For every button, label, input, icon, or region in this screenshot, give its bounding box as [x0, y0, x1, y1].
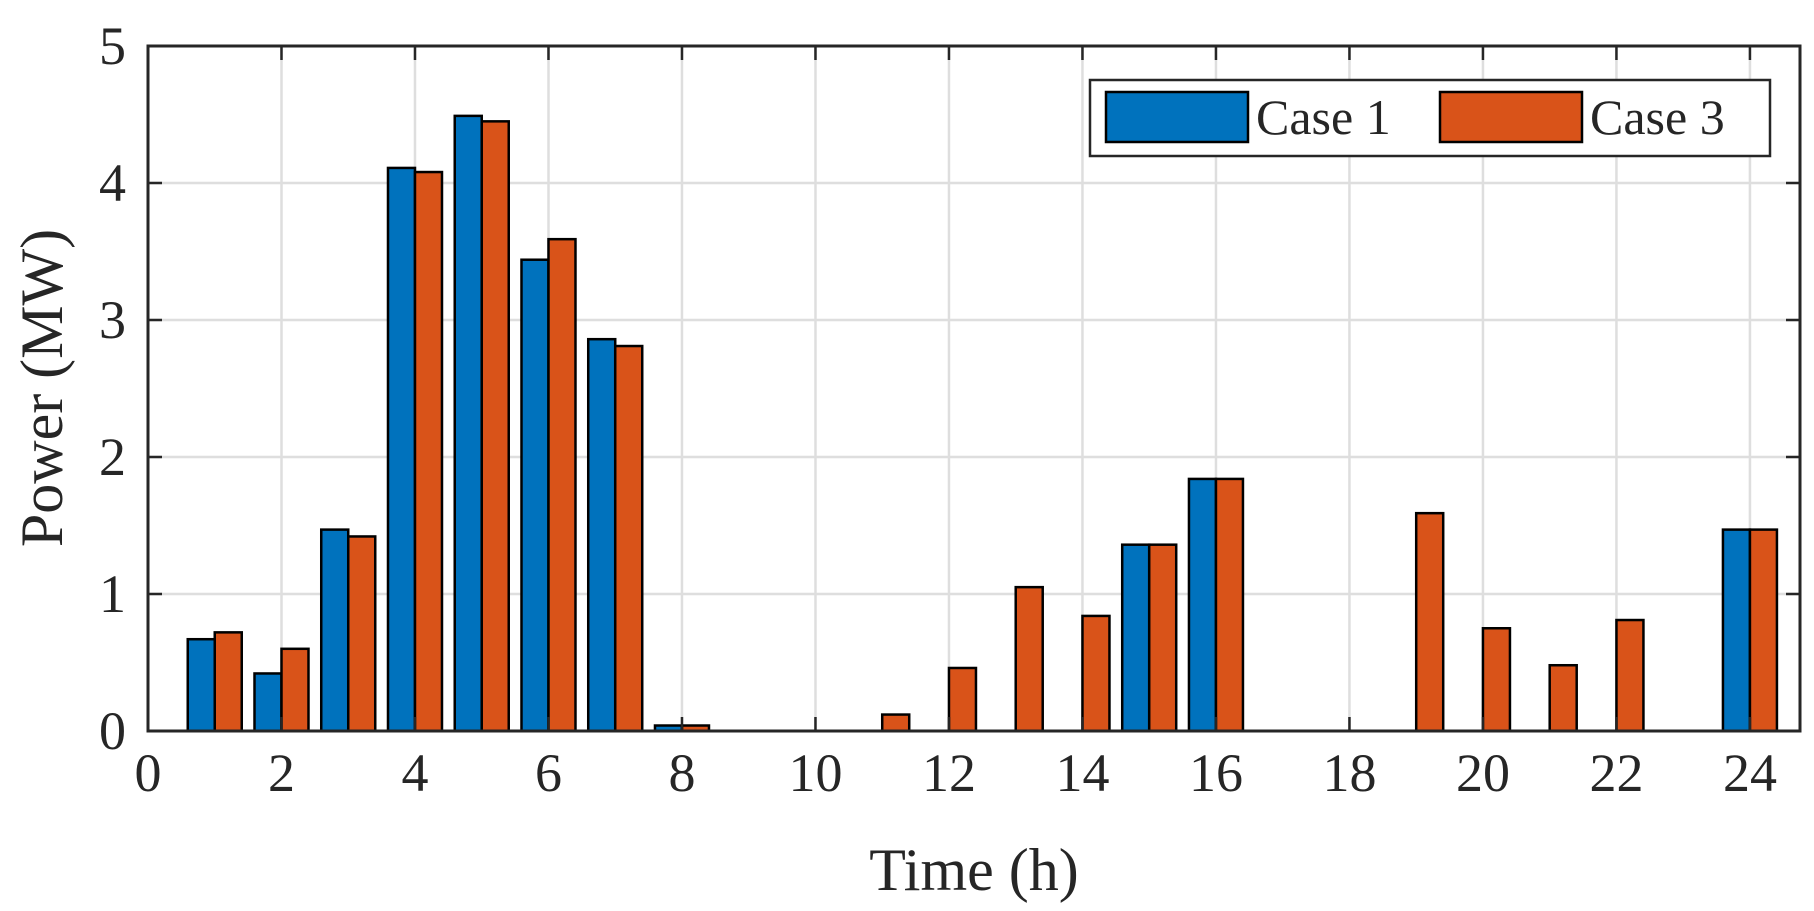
x-tick-label: 4	[401, 743, 428, 803]
y-tick-label: 0	[99, 701, 126, 761]
y-tick-label: 3	[99, 290, 126, 350]
bar-case-1-t16	[1187, 477, 1218, 733]
x-tick-label: 10	[788, 743, 842, 803]
bar-case-3-t21	[1548, 663, 1578, 733]
bar-case-1-t4	[386, 166, 417, 733]
legend-label-case-3: Case 3	[1590, 89, 1725, 145]
bar-case-3-t7	[613, 344, 644, 733]
bar-case-3-t5	[480, 120, 510, 733]
bar-case-3-t12	[947, 666, 978, 733]
bar-case-3-t13	[1014, 585, 1044, 733]
bar-case-1-t6	[520, 258, 550, 733]
bar-case-3-t6	[547, 237, 577, 733]
bar-case-3-t1	[213, 631, 243, 733]
bar-case-3-t22	[1615, 618, 1645, 733]
x-tick-label: 8	[668, 743, 695, 803]
plot-area-border	[146, 44, 1802, 733]
bar-case-1-t15	[1120, 543, 1151, 733]
bar-case-3-t2	[280, 647, 310, 733]
legend[interactable]: Case 1 Case 3	[1088, 78, 1772, 158]
x-tick-label: 18	[1322, 743, 1376, 803]
x-tick-label: 0	[135, 743, 162, 803]
x-tick-label: 12	[922, 743, 976, 803]
y-tick-label: 1	[99, 564, 126, 624]
x-tick-label: 24	[1723, 743, 1777, 803]
bar-case-3-t14	[1081, 614, 1111, 733]
bar-case-3-t3	[346, 535, 377, 733]
legend-label-case-1: Case 1	[1256, 89, 1391, 145]
x-tick-label: 2	[268, 743, 295, 803]
x-tick-label: 20	[1456, 743, 1510, 803]
bar-case-1-t7	[586, 337, 617, 733]
x-tick-label: 16	[1189, 743, 1243, 803]
bar-case-3-t4	[413, 170, 444, 733]
legend-swatch-case-1	[1104, 90, 1250, 144]
y-axis-title: Power (MW)	[9, 229, 75, 547]
bar-case-3-t16	[1214, 477, 1245, 733]
x-tick-label: 6	[535, 743, 562, 803]
y-tick-label: 5	[99, 16, 126, 76]
bar-case-1-t1	[186, 637, 216, 733]
x-tick-label: 22	[1589, 743, 1643, 803]
bar-case-3-t19	[1414, 511, 1445, 733]
x-tick-label: 14	[1055, 743, 1109, 803]
bar-case-1-t24	[1721, 528, 1752, 733]
bar-case-1-t5	[453, 114, 483, 733]
bar-case-3-t24	[1748, 528, 1779, 733]
legend-swatch-case-3	[1438, 90, 1584, 144]
bar-case-1-t2	[253, 672, 283, 733]
bar-case-3-t15	[1147, 543, 1178, 733]
y-tick-label: 4	[99, 153, 126, 213]
y-tick-label: 2	[99, 427, 126, 487]
bar-case-3-t20	[1481, 627, 1512, 733]
bar-case-1-t3	[319, 528, 350, 733]
bar-case-3-t11	[880, 713, 911, 733]
x-axis-title: Time (h)	[869, 837, 1078, 903]
